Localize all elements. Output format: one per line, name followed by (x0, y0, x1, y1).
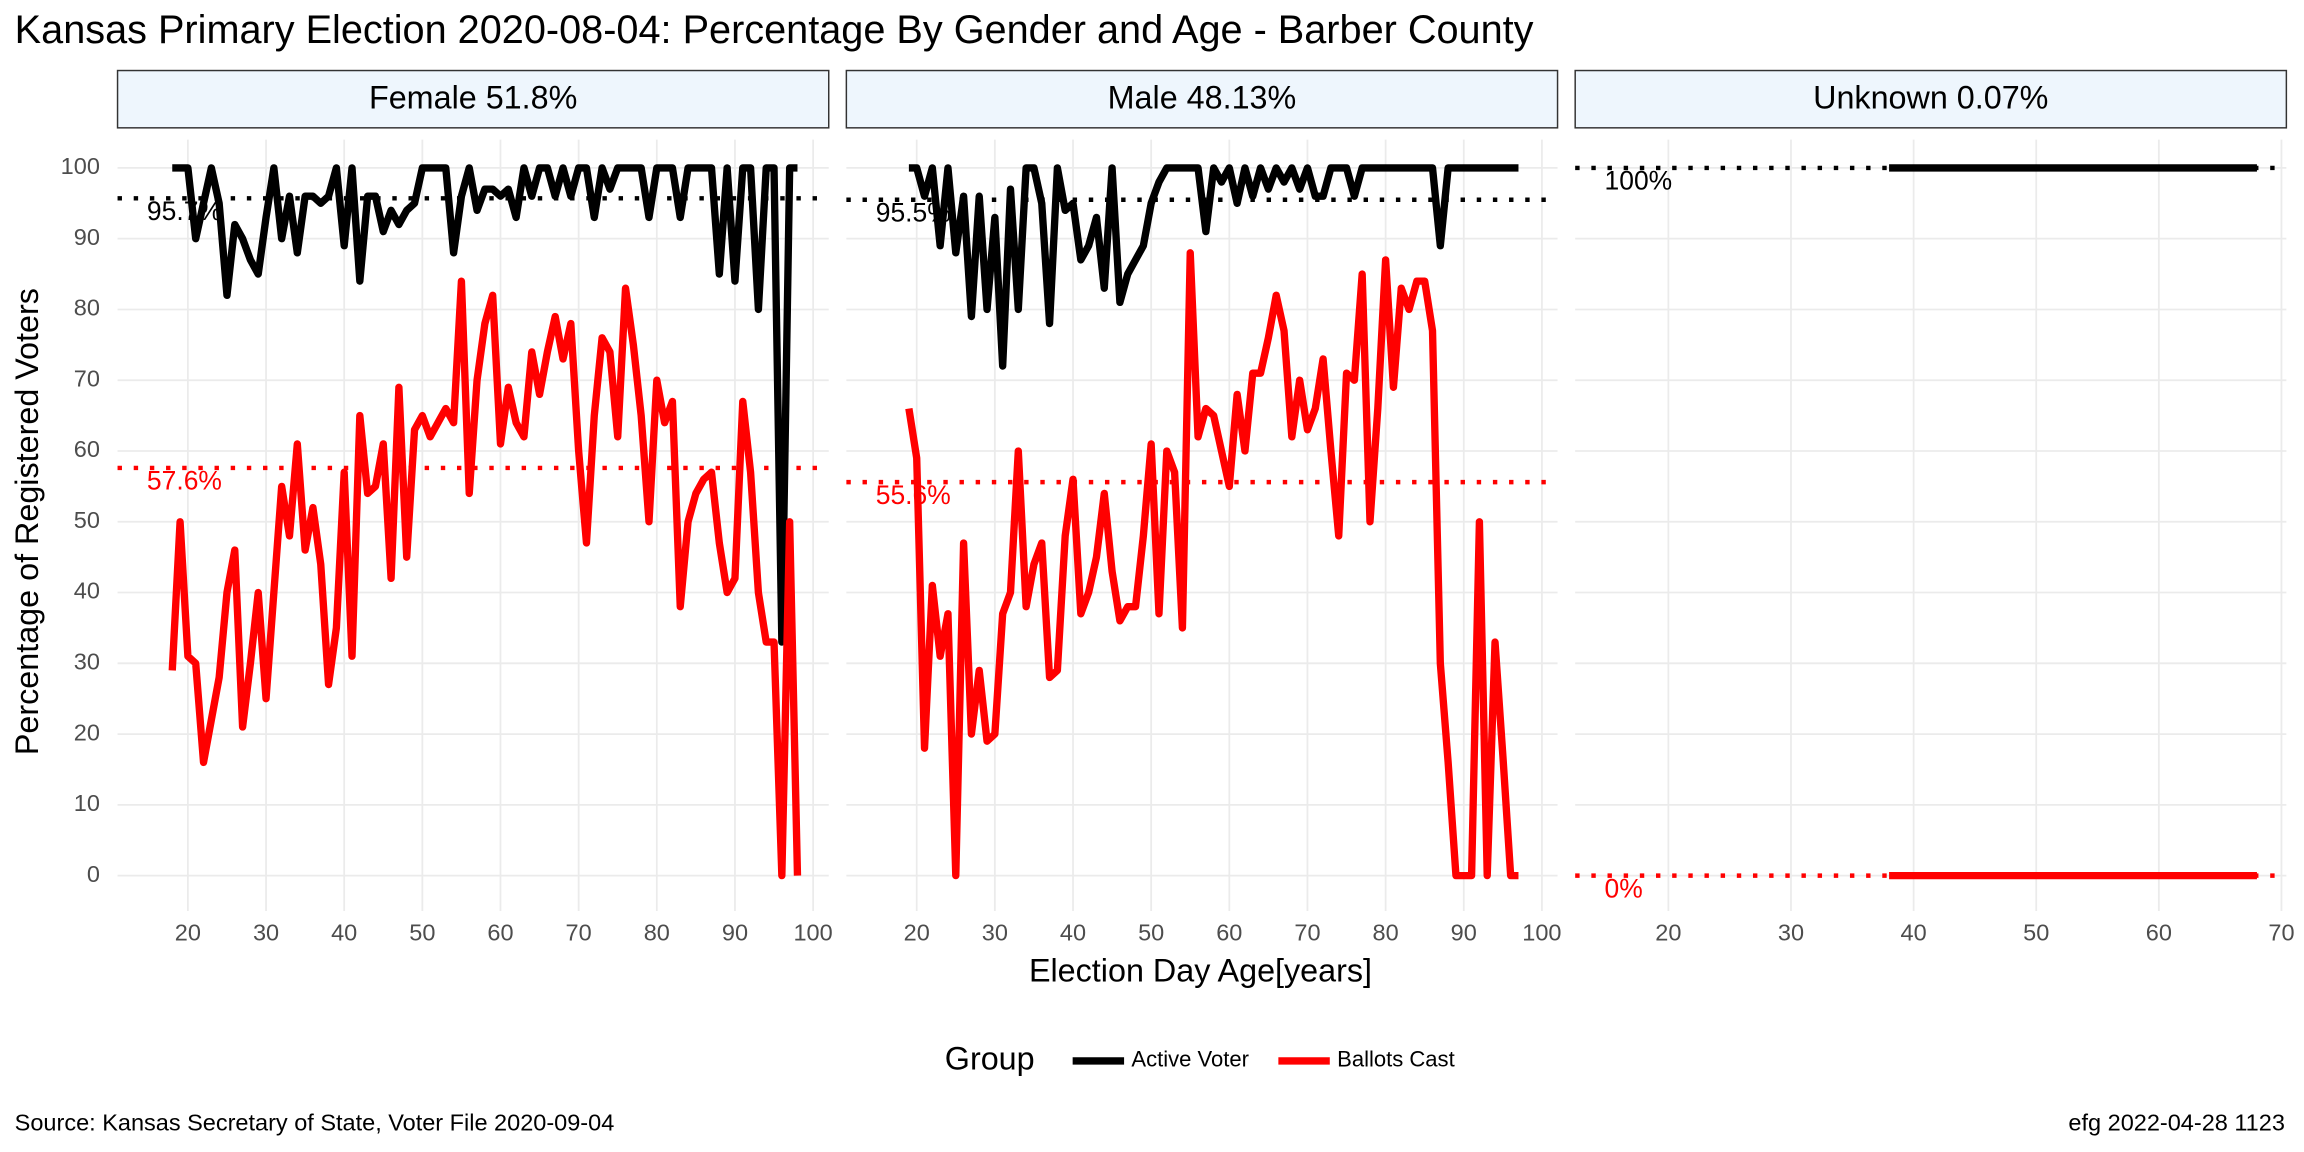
strip-box (116, 69, 830, 129)
x-tick-label: 40 (1060, 920, 1086, 946)
x-tick-label: 80 (1373, 920, 1399, 946)
x-tick-label: 40 (1901, 920, 1927, 946)
x-tick-label: 50 (1138, 920, 1164, 946)
legend-label: Active Voter (1131, 1047, 1249, 1072)
x-tick-label: 90 (722, 920, 748, 946)
x-tick-label: 40 (331, 920, 357, 946)
strip-label: Female 51.8% (369, 79, 577, 115)
x-tick-label: 70 (2268, 920, 2294, 946)
credit-note: efg 2022-04-28 1123 (2068, 1109, 2284, 1135)
x-tick-label: 20 (1655, 920, 1681, 946)
strip-box (1574, 69, 2288, 129)
y-tick-label: 30 (74, 649, 100, 675)
y-tick-label: 60 (74, 436, 100, 462)
x-tick-label: 80 (644, 920, 670, 946)
x-tick-label: 30 (1778, 920, 1804, 946)
y-tick-label: 80 (74, 295, 100, 321)
x-tick-label: 70 (566, 920, 592, 946)
y-tick-label: 100 (61, 153, 100, 179)
data-line (905, 249, 1519, 880)
y-tick-label: 90 (74, 224, 100, 250)
y-tick-label: 20 (74, 719, 100, 745)
data-line (172, 164, 798, 646)
strip-label: Unknown 0.07% (1813, 79, 2048, 115)
y-tick-label: 40 (74, 578, 100, 604)
x-tick-label: 70 (1294, 920, 1320, 946)
mean-label: 55.6% (876, 480, 951, 510)
x-tick-label: 20 (175, 920, 201, 946)
y-tick-label: 0 (87, 861, 100, 887)
x-tick-label: 20 (904, 920, 930, 946)
x-tick-label: 60 (2146, 920, 2172, 946)
data-line (908, 164, 1519, 370)
strip-label: Male 48.13% (1108, 79, 1297, 115)
mean-label: 57.6% (147, 466, 222, 496)
y-tick-label: 10 (74, 790, 100, 816)
y-tick-label: 50 (74, 507, 100, 533)
x-tick-label: 30 (253, 920, 279, 946)
mean-label: 0% (1605, 873, 1643, 903)
x-tick-label: 90 (1451, 920, 1477, 946)
mean-label: 100% (1605, 166, 1673, 196)
source-note: Source: Kansas Secretary of State, Voter… (15, 1109, 615, 1135)
mean-label: 95.7% (147, 196, 222, 226)
x-tick-label: 50 (409, 920, 435, 946)
x-tick-label: 50 (2023, 920, 2049, 946)
legend-title: Group (945, 1040, 1035, 1076)
x-tick-label: 30 (982, 920, 1008, 946)
legend-label: Ballots Cast (1337, 1047, 1455, 1072)
x-tick-label: 100 (1522, 920, 1561, 946)
x-tick-label: 60 (487, 920, 513, 946)
data-line (168, 277, 802, 880)
y-tick-label: 70 (74, 365, 100, 391)
x-tick-label: 60 (1216, 920, 1242, 946)
x-axis-label: Election Day Age[years] (1029, 952, 1372, 988)
strip-box (845, 69, 1559, 129)
x-tick-label: 100 (793, 920, 832, 946)
chart-title: Kansas Primary Election 2020-08-04: Perc… (15, 8, 1534, 52)
y-axis-label: Percentage of Registered Voters (9, 288, 45, 755)
